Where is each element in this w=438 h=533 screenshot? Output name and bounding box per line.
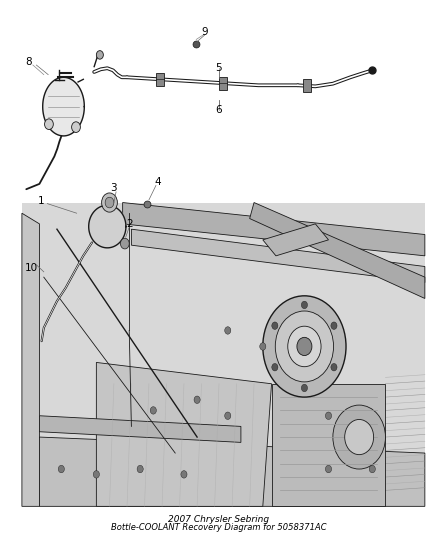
Polygon shape — [123, 203, 425, 256]
Polygon shape — [39, 416, 241, 442]
Circle shape — [96, 51, 103, 59]
Circle shape — [263, 296, 346, 397]
Text: Bottle-COOLANT Recovery Diagram for 5058371AC: Bottle-COOLANT Recovery Diagram for 5058… — [111, 523, 327, 532]
Polygon shape — [39, 437, 425, 506]
Text: 6: 6 — [215, 106, 223, 115]
Circle shape — [137, 465, 143, 473]
Polygon shape — [22, 203, 425, 506]
Circle shape — [331, 364, 337, 371]
Bar — [303, 79, 311, 92]
Polygon shape — [96, 362, 272, 506]
Circle shape — [102, 193, 117, 212]
Text: 10: 10 — [25, 263, 38, 272]
Circle shape — [369, 465, 375, 473]
Circle shape — [301, 301, 307, 309]
Bar — [219, 77, 227, 90]
Text: 4: 4 — [154, 177, 161, 187]
Text: 1: 1 — [38, 197, 45, 206]
Circle shape — [325, 465, 332, 473]
Text: 2: 2 — [126, 219, 133, 229]
Circle shape — [93, 471, 99, 478]
Circle shape — [331, 322, 337, 329]
Text: 5: 5 — [215, 63, 223, 72]
Circle shape — [120, 238, 129, 249]
Text: 8: 8 — [25, 58, 32, 67]
Circle shape — [325, 412, 332, 419]
Circle shape — [71, 122, 80, 132]
Circle shape — [297, 337, 312, 356]
Polygon shape — [263, 224, 328, 256]
Polygon shape — [131, 229, 425, 282]
Polygon shape — [89, 205, 126, 248]
Circle shape — [105, 197, 114, 208]
Bar — [156, 73, 164, 86]
Polygon shape — [272, 384, 385, 506]
Text: 9: 9 — [201, 27, 208, 37]
Circle shape — [260, 343, 266, 350]
Circle shape — [45, 119, 53, 130]
Circle shape — [181, 471, 187, 478]
Circle shape — [225, 327, 231, 334]
Polygon shape — [22, 213, 39, 506]
Circle shape — [345, 419, 374, 455]
Text: 3: 3 — [110, 183, 117, 192]
Circle shape — [333, 405, 385, 469]
Circle shape — [301, 384, 307, 392]
Text: 2007 Chrysler Sebring: 2007 Chrysler Sebring — [169, 515, 269, 524]
Circle shape — [150, 407, 156, 414]
Circle shape — [58, 465, 64, 473]
Circle shape — [288, 326, 321, 367]
Circle shape — [275, 311, 334, 382]
Circle shape — [225, 412, 231, 419]
Polygon shape — [250, 203, 425, 298]
Polygon shape — [43, 77, 84, 136]
Circle shape — [272, 322, 278, 329]
Circle shape — [272, 364, 278, 371]
Circle shape — [194, 396, 200, 403]
